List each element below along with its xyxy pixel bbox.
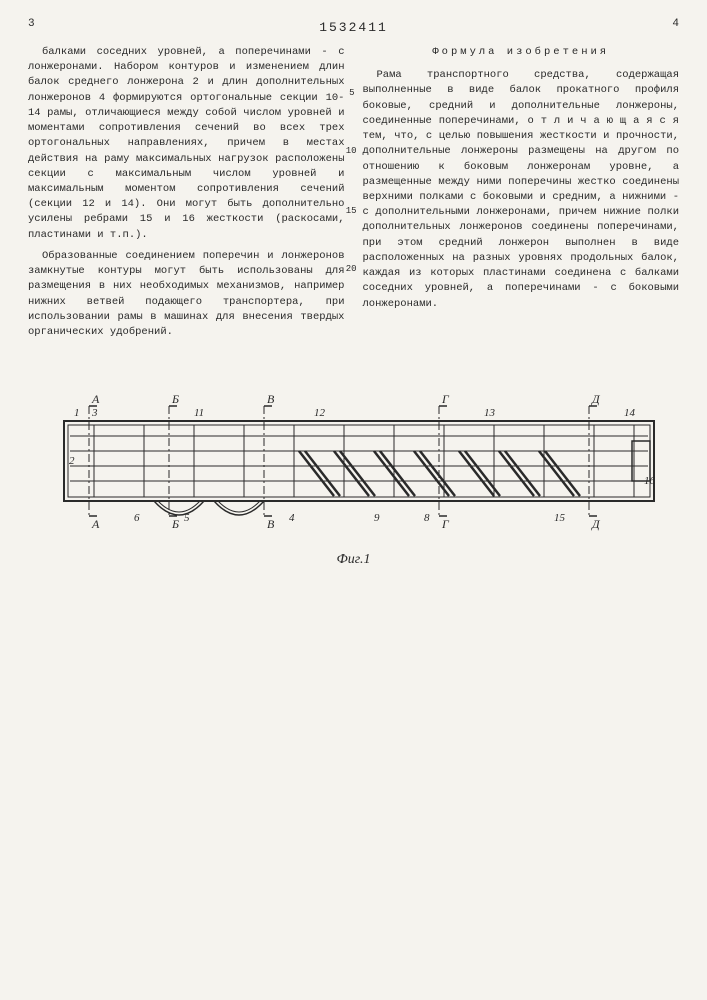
svg-text:9: 9: [374, 512, 380, 524]
svg-text:12: 12: [314, 407, 326, 419]
line-number: 20: [346, 263, 357, 276]
formula-title: Формула изобретения: [363, 45, 680, 60]
page-right: 4: [672, 18, 679, 30]
line-number: 10: [346, 145, 357, 158]
figure-caption: Фиг.1: [28, 552, 679, 568]
svg-text:1: 1: [74, 407, 80, 419]
svg-text:А: А: [91, 392, 100, 406]
page: 3 4 1532411 5 10 15 20 балками соседних …: [0, 0, 707, 1000]
left-column: 5 10 15 20 балками соседних уровней, а п…: [28, 45, 345, 346]
svg-text:Г: Г: [441, 392, 450, 406]
svg-text:Б: Б: [171, 392, 179, 406]
svg-text:Б: Б: [171, 517, 179, 531]
svg-text:8: 8: [424, 512, 430, 524]
patent-number: 1532411: [28, 20, 679, 35]
svg-text:5: 5: [184, 512, 190, 524]
figure-svg: А А Б Б В В Г Г Д Д 13 11 12 13 14 2 6 5 4 9 8 15 16: [34, 376, 674, 546]
svg-text:2: 2: [69, 455, 75, 467]
page-left: 3: [28, 18, 35, 30]
figure-1: А А Б Б В В Г Г Д Д 13 11 12 13 14 2 6 5 4 9 8 15 16 Фиг.1: [28, 376, 679, 568]
svg-text:В: В: [267, 392, 275, 406]
line-number: 15: [346, 205, 357, 218]
svg-text:11: 11: [194, 407, 204, 419]
paragraph: Рама транспортного средства, содержащая …: [363, 68, 680, 312]
svg-text:14: 14: [624, 407, 636, 419]
svg-text:Г: Г: [441, 517, 450, 531]
svg-text:6: 6: [134, 512, 140, 524]
svg-text:15: 15: [554, 512, 566, 524]
svg-text:Д: Д: [591, 392, 601, 406]
svg-text:Д: Д: [591, 517, 601, 531]
line-number: 5: [349, 87, 354, 100]
svg-text:А: А: [91, 517, 100, 531]
svg-text:13: 13: [484, 407, 496, 419]
svg-text:4: 4: [289, 512, 295, 524]
svg-text:3: 3: [91, 407, 98, 419]
svg-text:В: В: [267, 517, 275, 531]
right-column: Формула изобретения Рама транспортного с…: [363, 45, 680, 346]
paragraph: Образованные соединением поперечин и лон…: [28, 249, 345, 340]
svg-text:16: 16: [644, 475, 656, 487]
text-columns: 5 10 15 20 балками соседних уровней, а п…: [28, 45, 679, 346]
paragraph: балками соседних уровней, а поперечинами…: [28, 45, 345, 243]
